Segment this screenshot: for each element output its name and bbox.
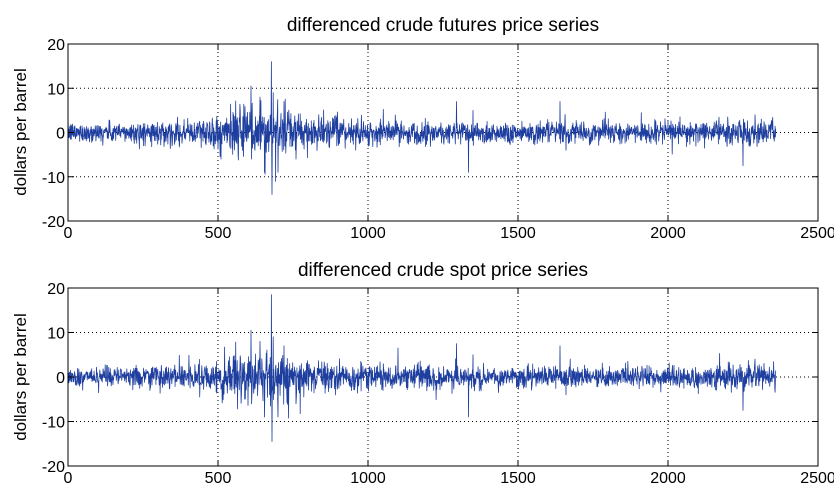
x-tick-label: 2000 [650, 225, 686, 242]
y-tick-label: 20 [47, 37, 65, 54]
x-tick-label: 0 [64, 225, 73, 242]
y-tick-label: 10 [47, 81, 65, 98]
x-tick-label: 1000 [350, 470, 386, 484]
y-tick-label: 20 [47, 281, 65, 298]
x-tick-label: 2500 [800, 470, 834, 484]
y-tick-label: -20 [42, 214, 65, 231]
x-tick-labels: 0 500 1000 1500 2000 2500 [64, 225, 834, 242]
x-tick-label: 1500 [500, 470, 536, 484]
series-line [67, 61, 777, 195]
y-tick-label: 0 [56, 126, 65, 143]
x-tick-label: 2500 [800, 225, 834, 242]
x-tick-labels: 0 500 1000 1500 2000 2500 [64, 470, 834, 484]
series-container [67, 61, 777, 195]
subplot-futures: differenced crude futures price series d… [11, 15, 834, 242]
y-tick-label: -10 [42, 415, 65, 432]
x-tick-label: 1500 [500, 225, 536, 242]
y-tick-label: -10 [42, 170, 65, 187]
series-line [67, 294, 777, 442]
series-container [67, 294, 777, 442]
y-tick-labels: -20 -10 0 10 20 [42, 281, 65, 476]
chart-title: differenced crude spot price series [298, 260, 588, 281]
y-axis-label: dollars per barrel [11, 68, 30, 196]
y-tick-label: 0 [56, 370, 65, 387]
y-tick-labels: -20 -10 0 10 20 [42, 37, 65, 231]
x-tick-label: 500 [205, 470, 232, 484]
x-tick-label: 500 [205, 225, 232, 242]
y-tick-label: 10 [47, 326, 65, 343]
subplot-spot: differenced crude spot price series doll… [11, 260, 834, 484]
chart-title: differenced crude futures price series [287, 15, 599, 36]
x-tick-label: 0 [64, 470, 73, 484]
y-axis-label: dollars per barrel [11, 313, 30, 441]
x-tick-label: 2000 [650, 470, 686, 484]
x-tick-label: 1000 [350, 225, 386, 242]
tick-marks [67, 287, 819, 467]
y-tick-label: -20 [42, 459, 65, 476]
tick-marks [67, 43, 819, 222]
